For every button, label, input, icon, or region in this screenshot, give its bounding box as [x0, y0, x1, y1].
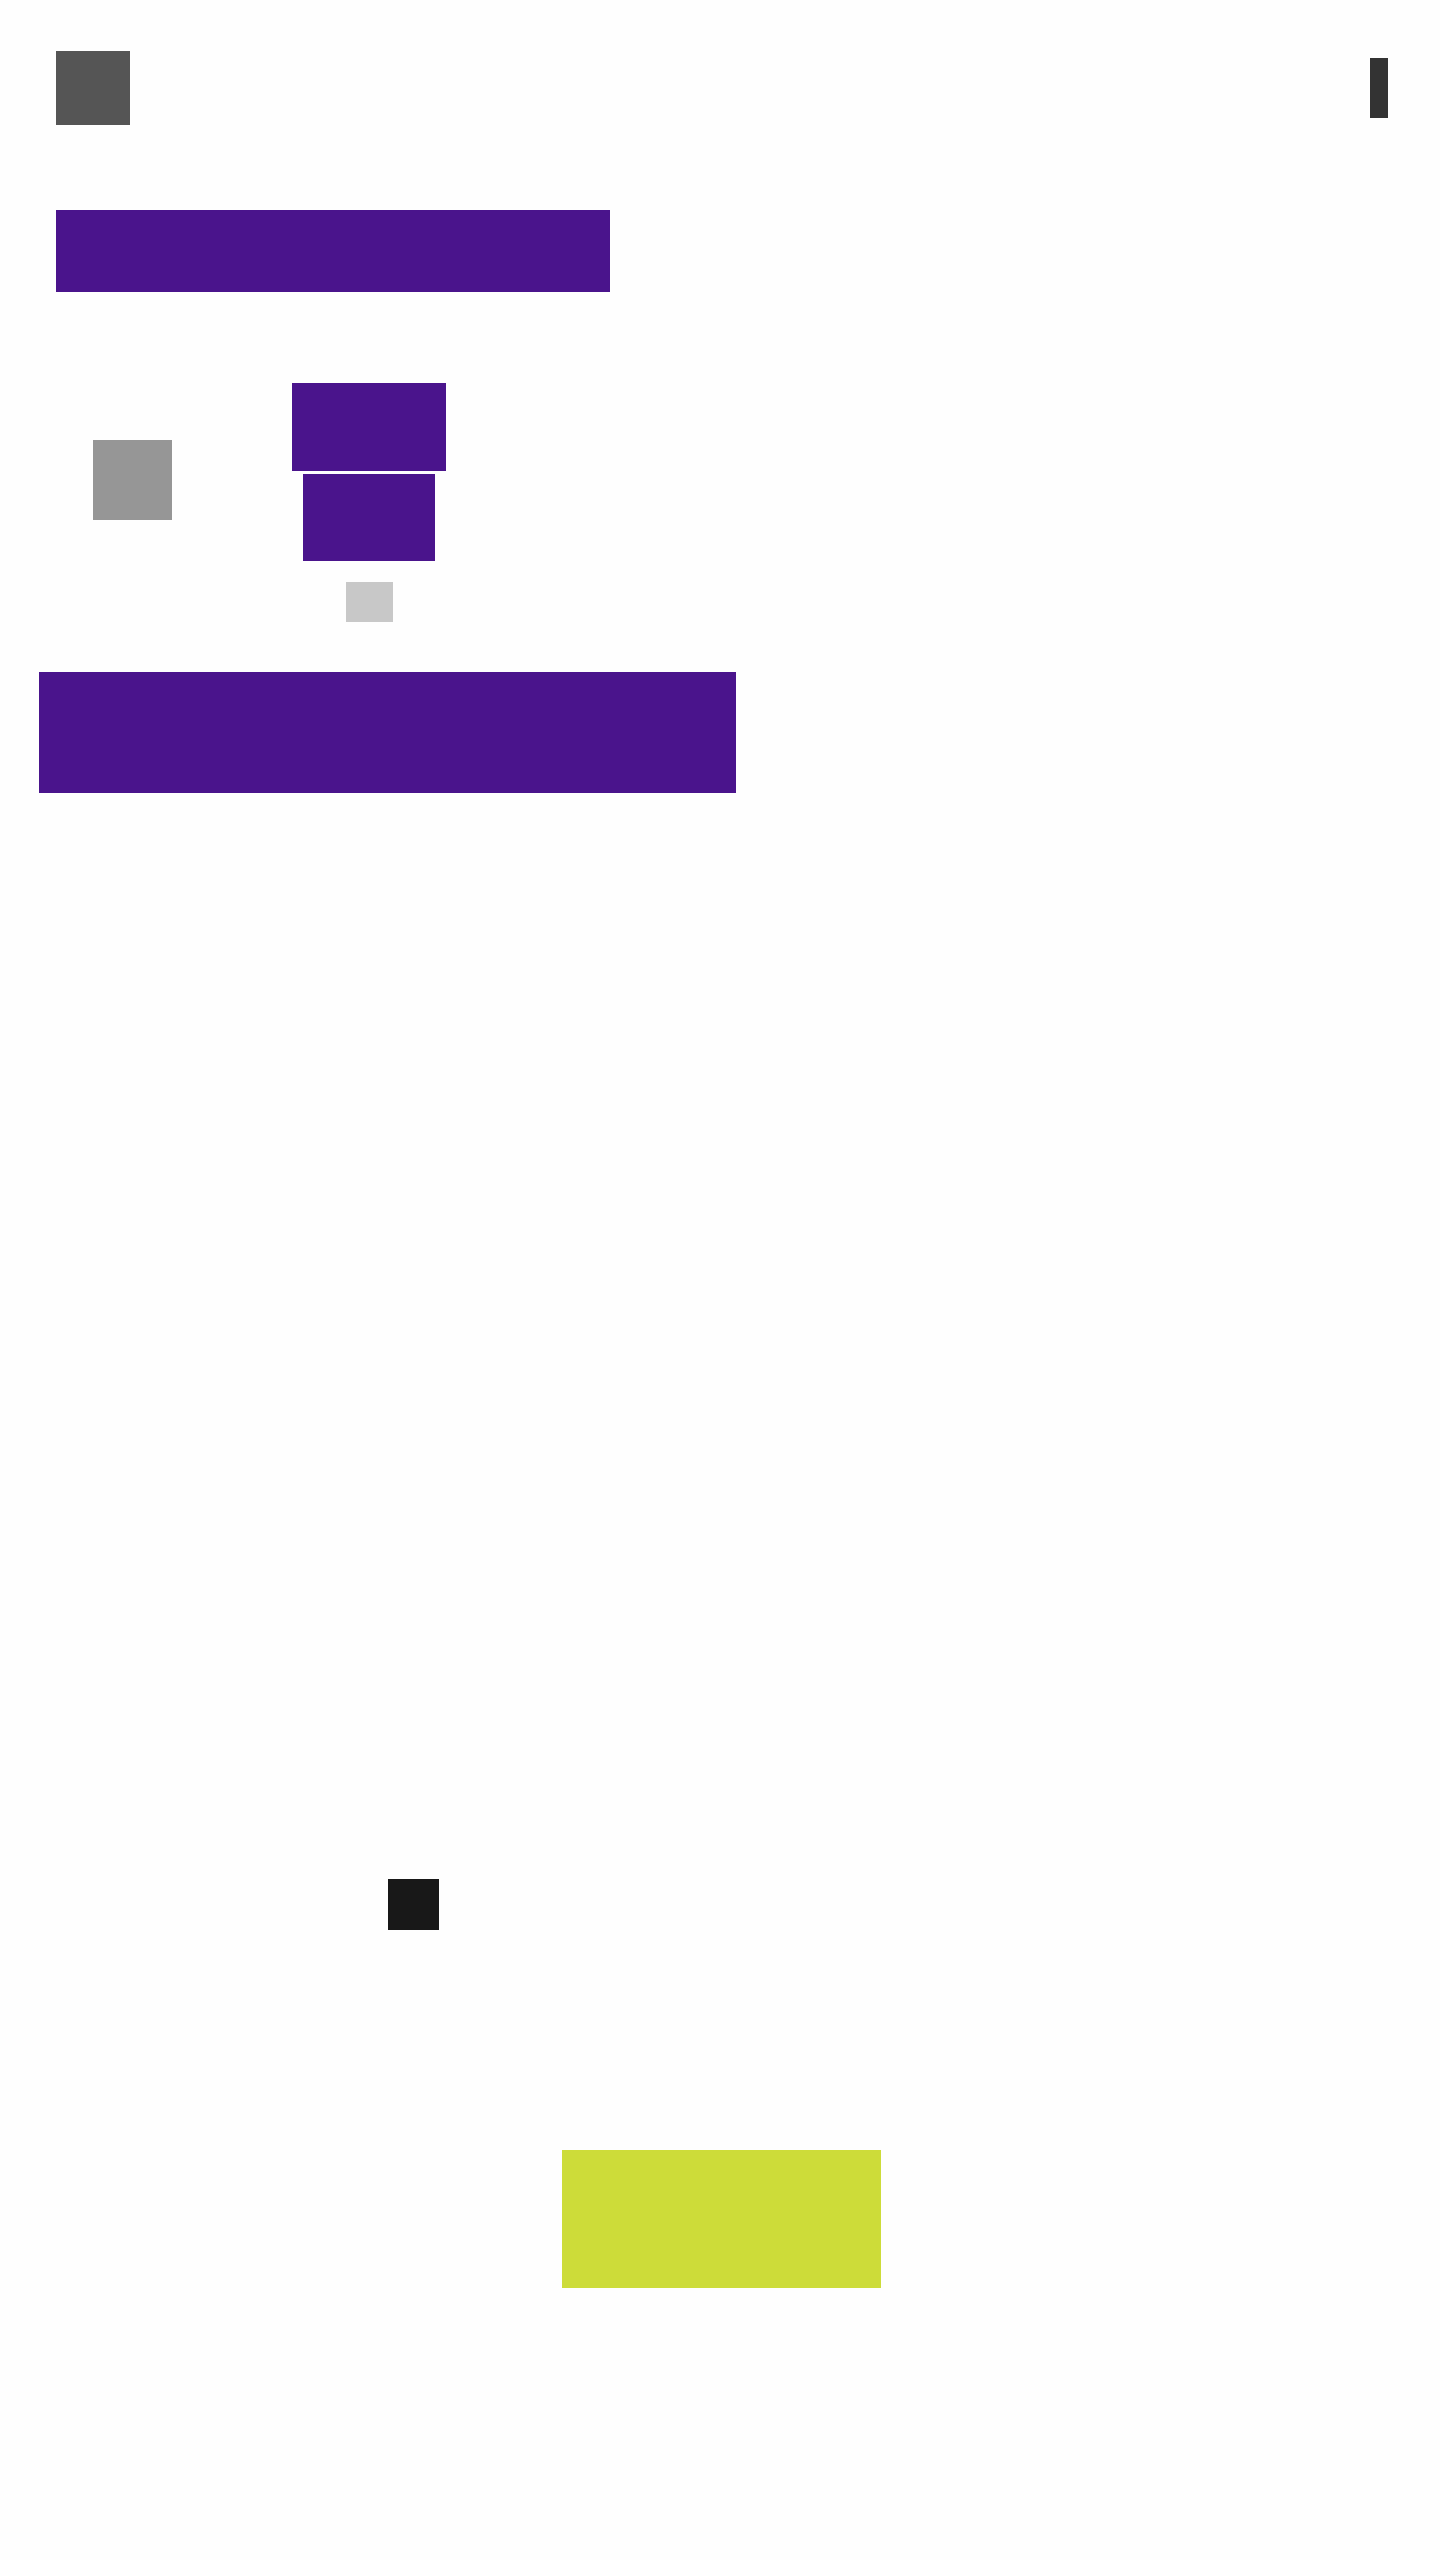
status-badge [346, 582, 393, 622]
banner[interactable] [39, 672, 736, 793]
avatar[interactable] [93, 440, 172, 520]
profile-name-label [292, 383, 446, 471]
primary-action-button[interactable] [562, 2150, 881, 2288]
square-icon [388, 1879, 439, 1930]
page-title [56, 210, 610, 292]
profile-subtitle-label [303, 474, 435, 561]
menu-button[interactable] [56, 51, 130, 125]
overflow-menu-button[interactable] [1370, 58, 1388, 118]
